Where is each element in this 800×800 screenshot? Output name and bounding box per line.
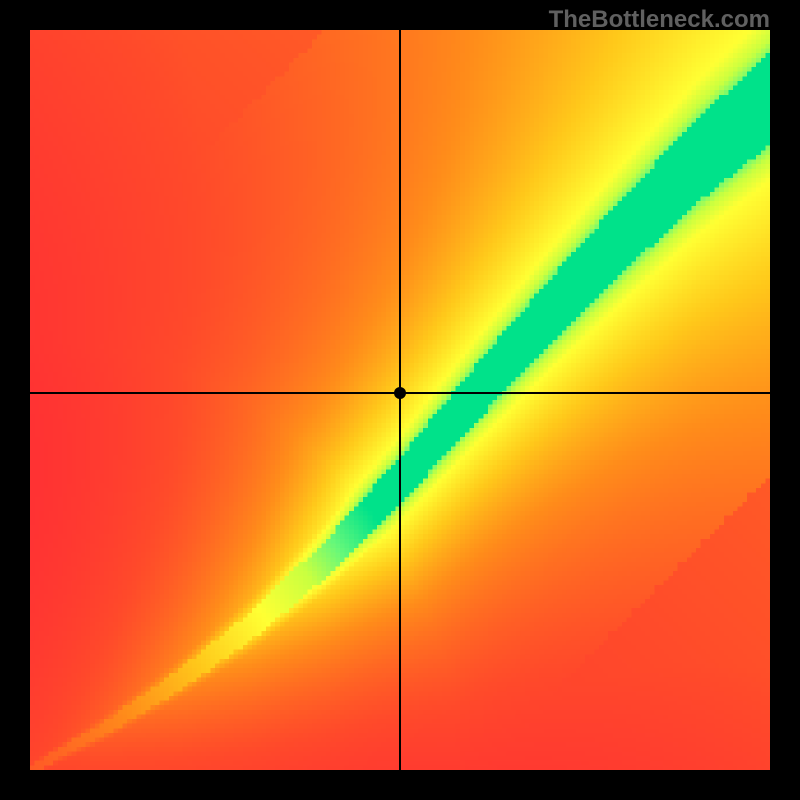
chart-container: TheBottleneck.com — [0, 0, 800, 800]
crosshair-point — [394, 387, 406, 399]
watermark-text: TheBottleneck.com — [549, 6, 770, 34]
crosshair-vertical — [399, 30, 401, 770]
